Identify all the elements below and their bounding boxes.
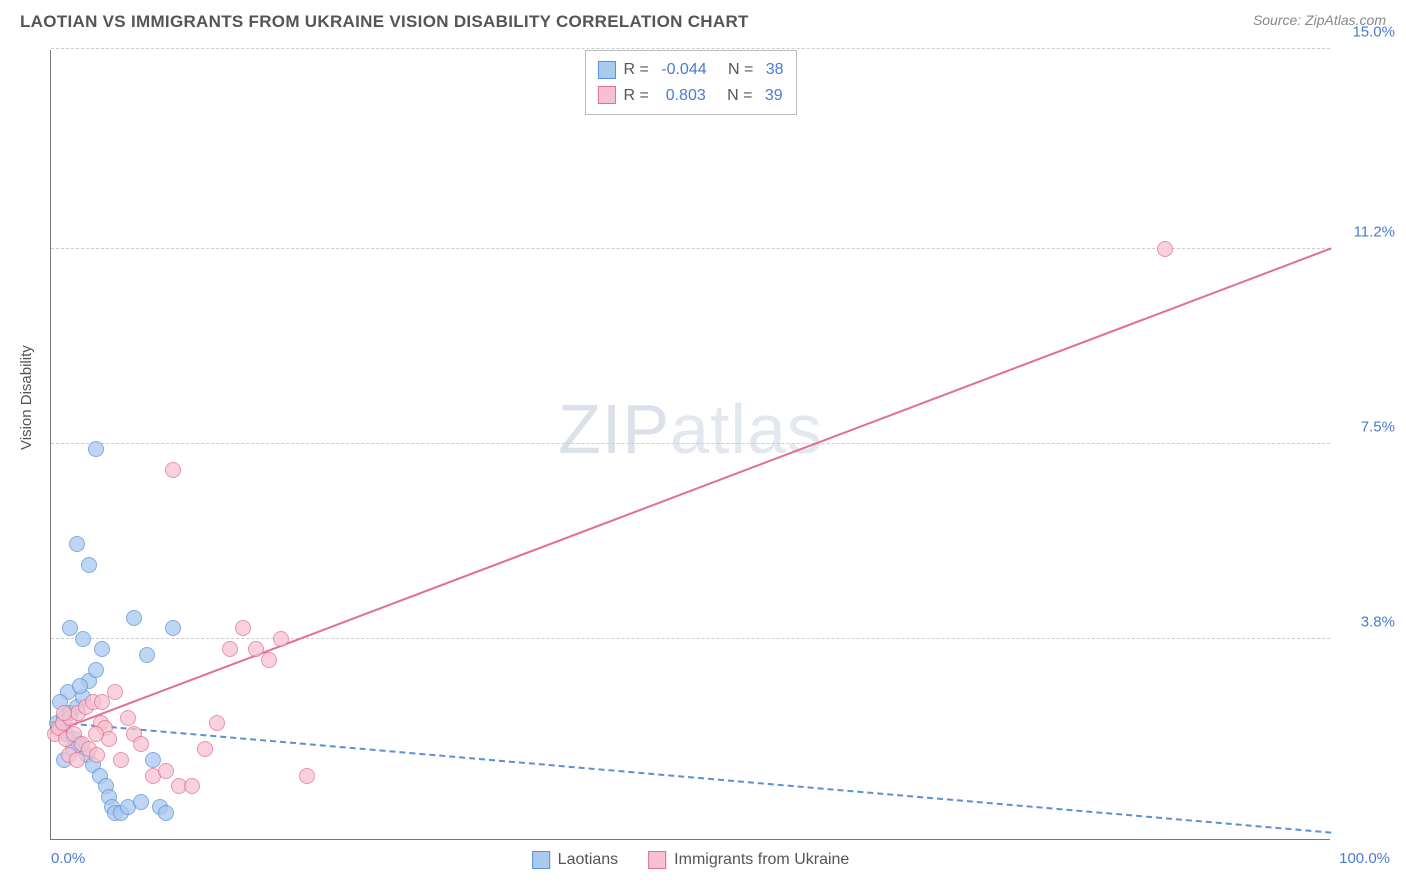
gridline <box>51 48 1330 49</box>
y-tick-label: 3.8% <box>1361 613 1395 630</box>
data-point-laotians <box>165 620 181 636</box>
data-point-laotians <box>88 662 104 678</box>
data-point-ukraine <box>1157 241 1173 257</box>
y-tick-label: 11.2% <box>1354 224 1395 241</box>
data-point-ukraine <box>120 710 136 726</box>
chart-plot-area: ZIPatlas R = -0.044 N = 38R = 0.803 N = … <box>50 50 1330 840</box>
data-point-ukraine <box>165 462 181 478</box>
r-label: R = <box>623 57 653 83</box>
data-point-ukraine <box>235 620 251 636</box>
source-prefix: Source: <box>1253 12 1305 28</box>
y-tick-label: 7.5% <box>1361 419 1395 436</box>
data-point-laotians <box>72 678 88 694</box>
watermark-bold: ZIP <box>558 390 670 468</box>
data-point-ukraine <box>56 705 72 721</box>
data-point-ukraine <box>94 694 110 710</box>
chart-title: LAOTIAN VS IMMIGRANTS FROM UKRAINE VISIO… <box>20 12 749 32</box>
y-tick-label: 15.0% <box>1352 24 1395 41</box>
data-point-ukraine <box>197 741 213 757</box>
data-point-ukraine <box>299 768 315 784</box>
stats-legend: R = -0.044 N = 38R = 0.803 N = 39 <box>584 50 796 115</box>
legend-label: Laotians <box>558 851 619 869</box>
data-point-laotians <box>158 805 174 821</box>
data-point-ukraine <box>69 752 85 768</box>
data-point-laotians <box>88 441 104 457</box>
data-point-ukraine <box>133 736 149 752</box>
data-point-laotians <box>126 610 142 626</box>
r-value: 0.803 <box>661 83 705 109</box>
data-point-laotians <box>133 794 149 810</box>
data-point-laotians <box>94 641 110 657</box>
data-point-laotians <box>75 631 91 647</box>
data-point-ukraine <box>89 747 105 763</box>
gridline <box>51 248 1330 249</box>
data-point-ukraine <box>184 778 200 794</box>
n-label: N = <box>714 83 757 109</box>
data-point-ukraine <box>261 652 277 668</box>
gridline <box>51 443 1330 444</box>
trend-line-ukraine <box>51 247 1332 733</box>
trend-line-laotians <box>51 721 1331 834</box>
stats-row-laotians: R = -0.044 N = 38 <box>597 57 783 83</box>
n-label: N = <box>715 57 758 83</box>
n-value: 39 <box>765 83 783 109</box>
stats-row-ukraine: R = 0.803 N = 39 <box>597 83 783 109</box>
series-legend: Laotians Immigrants from Ukraine <box>532 851 850 869</box>
data-point-ukraine <box>107 684 123 700</box>
swatch-icon <box>532 851 550 869</box>
x-tick-label: 100.0% <box>1339 850 1390 867</box>
legend-item-laotians: Laotians <box>532 851 619 869</box>
x-tick-label: 0.0% <box>51 850 85 867</box>
data-point-laotians <box>81 557 97 573</box>
data-point-ukraine <box>222 641 238 657</box>
gridline <box>51 638 1330 639</box>
r-value: -0.044 <box>661 57 706 83</box>
data-point-ukraine <box>209 715 225 731</box>
swatch-icon <box>648 851 666 869</box>
swatch-icon <box>597 86 615 104</box>
data-point-ukraine <box>273 631 289 647</box>
y-axis-label: Vision Disability <box>18 345 35 450</box>
watermark-light: atlas <box>670 390 823 468</box>
legend-label: Immigrants from Ukraine <box>674 851 849 869</box>
n-value: 38 <box>766 57 784 83</box>
data-point-laotians <box>139 647 155 663</box>
r-label: R = <box>623 83 653 109</box>
data-point-ukraine <box>158 763 174 779</box>
data-point-laotians <box>69 536 85 552</box>
legend-item-ukraine: Immigrants from Ukraine <box>648 851 849 869</box>
swatch-icon <box>597 61 615 79</box>
data-point-ukraine <box>88 726 104 742</box>
data-point-ukraine <box>113 752 129 768</box>
